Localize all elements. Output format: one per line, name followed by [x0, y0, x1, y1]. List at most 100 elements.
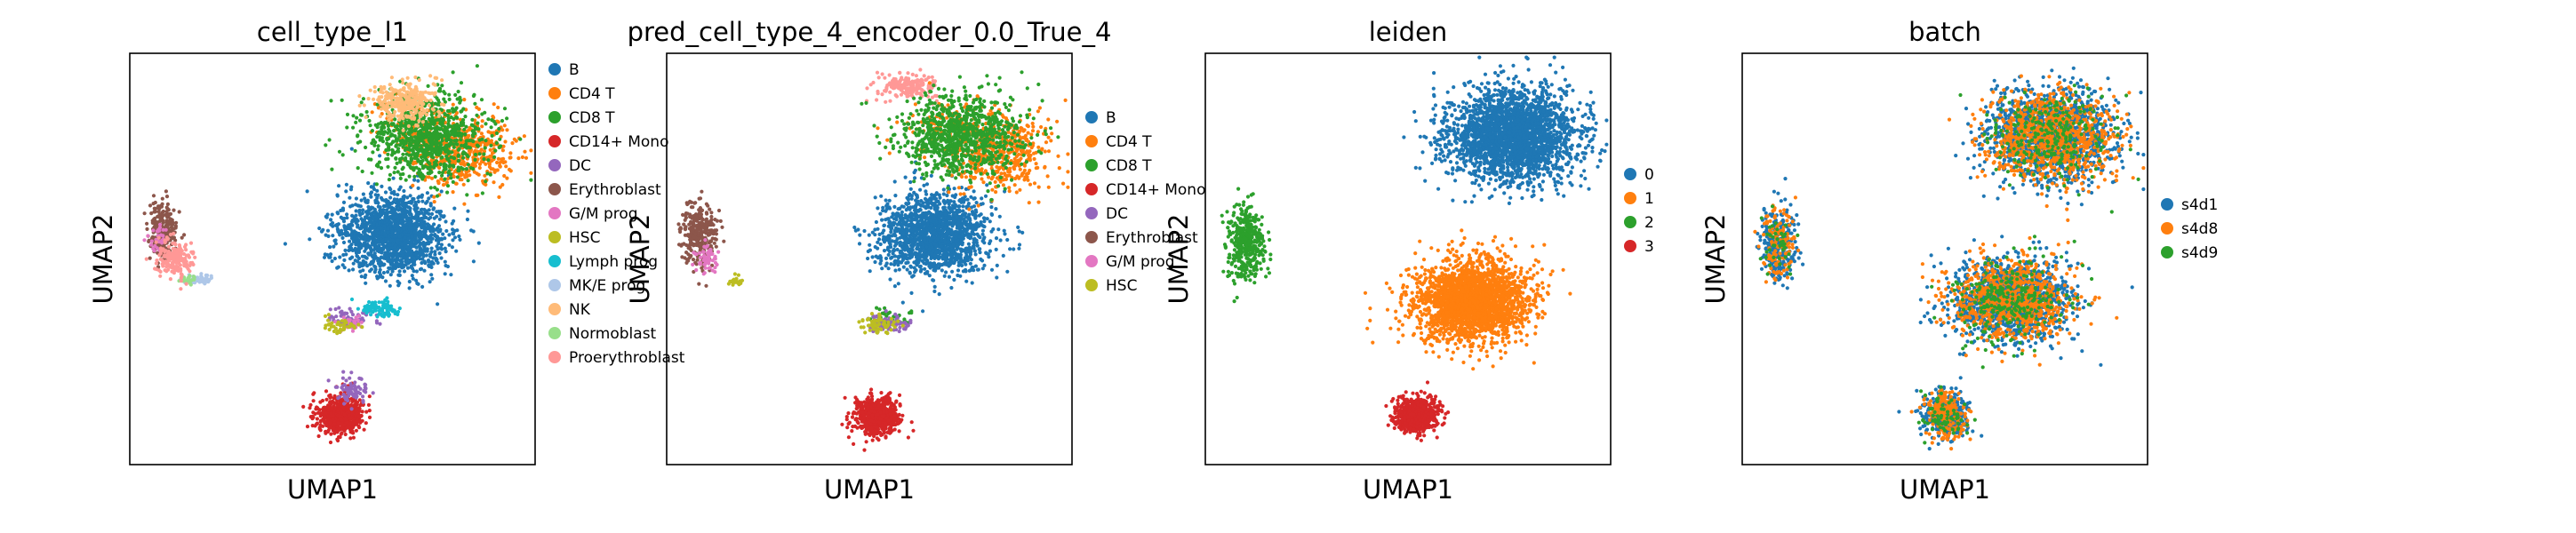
scatter-point: [500, 159, 504, 163]
scatter-point: [918, 91, 923, 96]
scatter-point: [477, 162, 483, 166]
scatter-point: [380, 314, 384, 318]
scatter-point: [342, 216, 347, 221]
scatter-point: [353, 246, 357, 251]
scatter-point: [384, 147, 388, 152]
scatter-point: [396, 246, 400, 251]
scatter-point: [311, 399, 316, 403]
scatter-point: [427, 242, 431, 246]
scatter-point: [433, 252, 437, 257]
scatter-point: [323, 252, 327, 257]
scatter-point: [422, 213, 427, 218]
scatter-point: [427, 223, 431, 227]
scatter-point: [445, 190, 450, 195]
scatter-point: [431, 107, 436, 112]
scatter-point: [142, 211, 147, 216]
scatter-point: [407, 107, 412, 111]
scatter-point: [381, 224, 387, 228]
scatter-point: [470, 123, 476, 128]
scatter-point: [354, 394, 358, 398]
scatter-point: [479, 131, 484, 136]
scatter-point: [191, 274, 196, 279]
scatter-point: [498, 185, 502, 189]
scatter-point: [332, 426, 336, 431]
scatter-point: [432, 165, 436, 170]
scatter-point: [341, 252, 346, 258]
scatter-point: [376, 144, 380, 148]
scatter-point: [428, 138, 433, 142]
legend-label: CD14+ Mono: [569, 133, 668, 151]
scatter-point: [395, 257, 399, 261]
scatter-point: [497, 195, 501, 199]
scatter-point: [357, 426, 362, 430]
scatter-point: [158, 269, 163, 274]
scatter-point: [385, 219, 389, 223]
scatter-point: [380, 184, 384, 188]
scatter-point: [322, 255, 327, 259]
scatter-point: [316, 407, 320, 411]
scatter-point: [475, 113, 479, 117]
scatter-point: [356, 385, 361, 389]
scatter-point: [434, 159, 439, 163]
scatter-point: [383, 251, 388, 255]
scatter-point: [443, 259, 447, 264]
scatter-point: [420, 91, 425, 95]
scatter-point: [451, 179, 455, 184]
scatter-point: [414, 138, 419, 143]
scatter-point: [439, 256, 444, 260]
scatter-point: [326, 428, 331, 433]
scatter-point: [364, 256, 369, 260]
scatter-point: [383, 190, 388, 195]
scatter-point: [415, 106, 420, 110]
scatter-point: [444, 228, 449, 234]
scatter-point: [462, 127, 467, 131]
scatter-point: [404, 157, 408, 162]
scatter-point: [357, 408, 362, 412]
scatter-point: [392, 129, 396, 133]
scatter-point: [489, 125, 493, 130]
scatter-point: [383, 211, 388, 216]
scatter-point: [480, 124, 484, 129]
scatter-point: [406, 101, 411, 106]
scatter-point: [329, 324, 333, 329]
scatter-point: [875, 70, 880, 75]
scatter-point: [382, 256, 387, 260]
scatter-point: [165, 223, 170, 227]
scatter-point: [420, 260, 424, 266]
scatter-point: [162, 254, 166, 259]
scatter-point: [325, 228, 331, 233]
scatter-point: [350, 410, 355, 415]
scatter-point: [394, 156, 398, 161]
scatter-point: [406, 131, 411, 136]
scatter-point: [480, 112, 484, 116]
scatter-point: [338, 255, 342, 259]
scatter-point: [377, 212, 381, 217]
scatter-point: [424, 123, 428, 128]
scatter-point: [453, 92, 458, 97]
scatter-point: [398, 93, 403, 98]
scatter-point: [431, 207, 436, 211]
scatter-point: [149, 243, 154, 247]
scatter-point: [397, 202, 402, 206]
scatter-point: [375, 147, 380, 152]
scatter-point: [354, 213, 358, 218]
legend-marker: [548, 231, 561, 243]
scatter-point: [373, 267, 378, 272]
scatter-point: [351, 426, 356, 430]
scatter-point: [361, 208, 365, 212]
scatter-point: [387, 314, 391, 318]
scatter-point: [875, 98, 879, 102]
scatter-point: [330, 212, 334, 217]
scatter-point: [395, 143, 399, 147]
scatter-point: [343, 311, 348, 315]
scatter-point: [411, 113, 415, 117]
scatter-point: [393, 311, 397, 316]
scatter-point: [361, 97, 365, 101]
scatter-point: [421, 254, 426, 259]
scatter-point: [435, 187, 439, 192]
scatter-point: [385, 296, 389, 300]
scatter-point: [329, 411, 333, 416]
scatter-point: [500, 148, 506, 153]
scatter-point: [348, 187, 354, 192]
